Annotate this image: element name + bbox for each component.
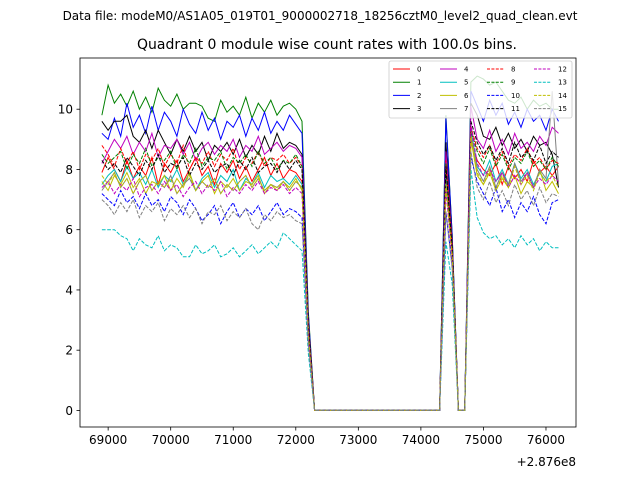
legend-box xyxy=(388,60,573,119)
series-line-15 xyxy=(101,151,559,411)
legend-label-3: 3 xyxy=(417,105,421,113)
x-tick-label: 73000 xyxy=(339,433,377,447)
series-line-11 xyxy=(101,121,559,411)
series-line-4 xyxy=(101,106,559,411)
legend-label-11: 11 xyxy=(511,105,520,113)
chart-title: Quadrant 0 module wise count rates with … xyxy=(137,37,517,53)
x-tick-label: 75000 xyxy=(464,433,502,447)
series-line-3 xyxy=(101,102,559,411)
legend-label-1: 1 xyxy=(417,79,421,87)
legend-label-13: 13 xyxy=(558,79,567,87)
legend-label-5: 5 xyxy=(464,79,468,87)
series-line-6 xyxy=(101,139,559,411)
legend-label-15: 15 xyxy=(558,105,567,113)
plot-frame xyxy=(79,57,577,428)
y-tick-label: 2 xyxy=(65,344,73,358)
legend-label-12: 12 xyxy=(558,66,567,74)
y-tick-label: 6 xyxy=(65,223,73,237)
series-line-5 xyxy=(101,130,559,411)
y-tick-label: 4 xyxy=(65,283,73,297)
series-line-13 xyxy=(101,169,559,411)
legend-label-4: 4 xyxy=(464,66,469,74)
x-tick-label: 72000 xyxy=(277,433,315,447)
series-line-9 xyxy=(101,130,559,411)
legend-label-2: 2 xyxy=(417,92,421,100)
legend-label-6: 6 xyxy=(464,92,469,100)
series-line-8 xyxy=(101,127,559,411)
x-tick-label: 71000 xyxy=(214,433,252,447)
x-tick-label: 74000 xyxy=(402,433,440,447)
y-tick-label: 10 xyxy=(58,103,73,117)
series-line-12 xyxy=(101,124,559,411)
legend-label-0: 0 xyxy=(417,66,421,74)
x-offset-label: +2.876e8 xyxy=(517,455,576,469)
legend-label-10: 10 xyxy=(511,92,520,100)
suptitle: Data file: modeM0/AS1A05_019T01_90000027… xyxy=(63,9,578,23)
legend-label-9: 9 xyxy=(511,79,515,87)
legend-label-7: 7 xyxy=(464,105,468,113)
legend-label-14: 14 xyxy=(558,92,567,100)
x-tick-label: 69000 xyxy=(89,433,127,447)
y-tick-label: 8 xyxy=(65,163,73,177)
series-line-10 xyxy=(101,157,559,411)
x-tick-label: 76000 xyxy=(527,433,565,447)
series-line-14 xyxy=(101,136,559,411)
series-line-1 xyxy=(101,75,559,411)
y-tick-label: 0 xyxy=(65,404,73,418)
series-line-0 xyxy=(101,139,559,411)
x-tick-label: 70000 xyxy=(152,433,190,447)
legend-label-8: 8 xyxy=(511,66,515,74)
